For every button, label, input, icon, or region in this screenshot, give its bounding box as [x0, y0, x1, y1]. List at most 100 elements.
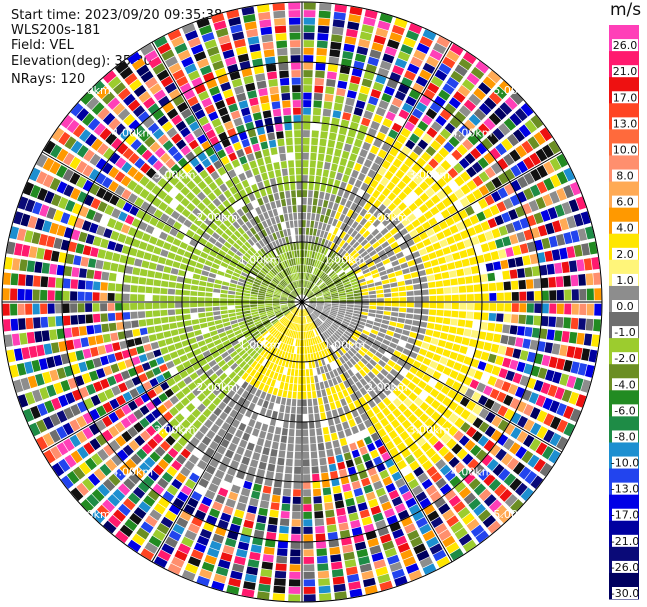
velocity-cell	[276, 131, 284, 139]
velocity-cell	[296, 308, 300, 316]
velocity-cell	[183, 345, 193, 353]
velocity-cell	[134, 364, 144, 374]
velocity-cell	[255, 389, 262, 398]
velocity-cell	[419, 231, 428, 240]
velocity-cell	[421, 302, 429, 308]
velocity-cell	[330, 432, 338, 441]
velocity-cell	[287, 152, 294, 161]
velocity-cell	[123, 498, 136, 511]
velocity-cell	[405, 96, 417, 107]
velocity-cell	[221, 245, 229, 253]
velocity-cell	[247, 275, 256, 281]
velocity-cell	[554, 330, 563, 342]
velocity-cell	[87, 118, 101, 131]
velocity-cell	[265, 294, 273, 298]
velocity-cell	[272, 249, 278, 257]
velocity-cell	[318, 351, 323, 359]
velocity-cell	[377, 332, 386, 338]
velocity-cell	[235, 333, 244, 339]
velocity-cell	[353, 456, 363, 466]
velocity-cell	[202, 332, 211, 339]
velocity-cell	[316, 367, 321, 375]
velocity-cell	[220, 310, 228, 315]
velocity-cell	[287, 368, 291, 376]
velocity-cell	[579, 288, 587, 301]
velocity-cell	[335, 172, 343, 181]
velocity-cell	[364, 176, 373, 185]
velocity-cell	[393, 265, 402, 272]
velocity-cell	[389, 321, 397, 327]
velocity-cell	[337, 430, 345, 439]
velocity-cell	[274, 310, 282, 314]
velocity-cell	[233, 38, 246, 48]
velocity-cell	[284, 352, 289, 360]
velocity-cell	[460, 422, 471, 433]
velocity-cell	[359, 446, 368, 456]
velocity-cell	[250, 302, 257, 305]
velocity-cell	[205, 464, 216, 475]
velocity-cell	[152, 529, 166, 541]
velocity-cell	[288, 213, 293, 221]
velocity-cell	[283, 328, 289, 335]
velocity-cell	[494, 504, 508, 518]
velocity-cell	[305, 324, 308, 331]
velocity-cell	[559, 344, 568, 357]
velocity-cell	[260, 141, 269, 150]
velocity-cell	[338, 326, 346, 333]
velocity-cell	[112, 342, 121, 352]
velocity-cell	[281, 306, 288, 310]
velocity-cell	[330, 311, 337, 315]
velocity-cell	[257, 299, 265, 302]
velocity-cell	[322, 290, 330, 294]
velocity-cell	[241, 352, 249, 360]
velocity-cell	[194, 268, 202, 275]
velocity-cell	[350, 249, 357, 257]
velocity-cell	[374, 438, 384, 448]
velocity-cell	[236, 470, 246, 480]
velocity-cell	[85, 280, 93, 290]
velocity-cell	[411, 376, 421, 385]
velocity-cell	[279, 214, 285, 223]
velocity-cell	[369, 249, 377, 257]
velocity-cell	[197, 340, 206, 347]
velocity-cell	[254, 174, 262, 183]
velocity-cell	[344, 283, 352, 288]
velocity-cell	[388, 129, 399, 140]
velocity-cell	[441, 325, 450, 333]
velocity-cell	[487, 218, 497, 229]
velocity-cell	[298, 376, 302, 384]
velocity-cell	[466, 193, 477, 204]
velocity-cell	[236, 502, 247, 512]
velocity-cell	[518, 314, 526, 325]
velocity-cell	[58, 131, 71, 146]
velocity-cell	[372, 189, 381, 199]
velocity-cell	[466, 180, 477, 191]
velocity-cell	[302, 160, 309, 168]
velocity-cell	[309, 300, 317, 302]
velocity-cell	[483, 97, 497, 110]
velocity-cell	[395, 425, 405, 435]
velocity-cell	[254, 215, 261, 224]
velocity-cell	[97, 483, 110, 497]
velocity-cell	[476, 382, 486, 393]
velocity-cell	[373, 209, 382, 218]
velocity-cell	[370, 269, 379, 275]
velocity-cell	[220, 42, 233, 52]
velocity-cell	[286, 276, 291, 284]
velocity-cell	[276, 555, 288, 564]
velocity-cell	[435, 249, 444, 258]
velocity-cell	[357, 360, 365, 369]
velocity-cell	[180, 397, 190, 407]
velocity-cell	[330, 41, 342, 50]
velocity-cell	[453, 362, 463, 371]
velocity-cell	[384, 263, 393, 270]
velocity-cell	[165, 360, 175, 369]
velocity-cell	[191, 408, 201, 418]
velocity-cell	[347, 247, 355, 254]
velocity-cell	[439, 356, 449, 365]
velocity-cell	[396, 134, 407, 145]
velocity-cell	[392, 408, 402, 418]
velocity-cell	[286, 145, 294, 153]
velocity-cell	[306, 281, 310, 288]
velocity-cell	[413, 466, 424, 477]
